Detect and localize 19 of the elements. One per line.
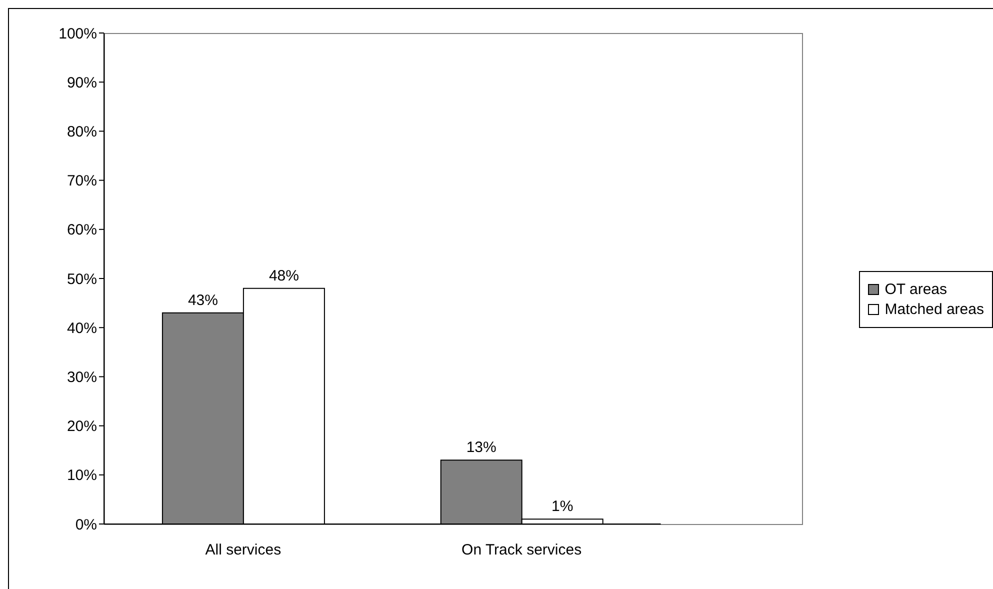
y-tick-label: 100% bbox=[58, 25, 97, 42]
y-tick-label: 40% bbox=[66, 320, 97, 337]
data-label: 1% bbox=[552, 498, 574, 516]
y-tick-label: 10% bbox=[66, 467, 97, 484]
x-tick-label: On Track services bbox=[462, 542, 582, 559]
y-tick-label: 70% bbox=[66, 172, 97, 190]
data-label: 48% bbox=[268, 267, 299, 284]
data-label: 43% bbox=[188, 292, 218, 309]
data-label: 13% bbox=[466, 439, 496, 456]
y-tick-label: 20% bbox=[66, 418, 97, 436]
y-tick-label: 30% bbox=[66, 369, 97, 386]
y-tick-label: 80% bbox=[66, 124, 97, 141]
y-tick-label: 0% bbox=[75, 516, 97, 534]
y-tick-label: 90% bbox=[66, 74, 97, 92]
legend-label: OT areas bbox=[884, 280, 948, 298]
legend-label: Matched areas bbox=[884, 300, 984, 318]
x-tick-label: All services bbox=[205, 542, 282, 559]
y-tick-label: 60% bbox=[66, 222, 97, 239]
y-tick-label: 50% bbox=[66, 270, 97, 288]
